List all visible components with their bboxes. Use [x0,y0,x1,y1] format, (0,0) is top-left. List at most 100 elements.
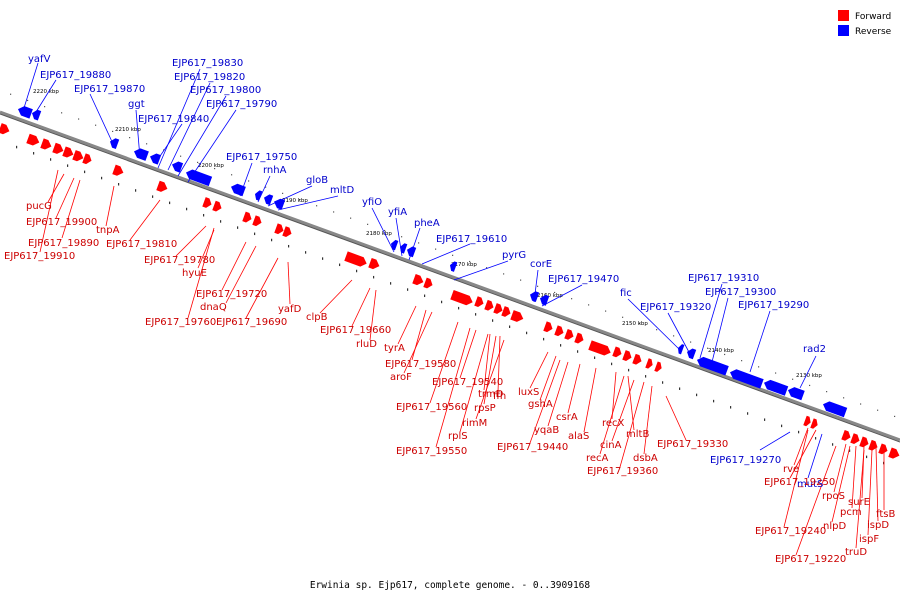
gene-label[interactable]: tnpA [96,225,120,236]
gene-label[interactable]: EJP617_19360 [587,466,658,477]
reverse-gene-arrow[interactable] [538,294,550,306]
gene-label[interactable]: gshA [528,399,553,410]
gene-label[interactable]: EJP617_19220 [775,554,846,565]
gene-label[interactable]: EJP617_19900 [26,217,97,228]
gene-label[interactable]: EJP617_19250 [764,477,835,488]
gene-label[interactable]: EJP617_19880 [40,70,111,81]
gene-label[interactable]: rnhA [263,165,287,176]
reverse-gene-arrow[interactable] [695,355,729,376]
gene-label[interactable]: fic [620,288,632,299]
gene-label[interactable]: corE [530,259,552,270]
gene-label[interactable]: yafD [278,304,302,315]
gene-label[interactable]: aroF [390,372,412,383]
forward-gene-arrow[interactable] [493,303,504,315]
gene-label[interactable]: ggt [128,99,145,110]
forward-gene-arrow[interactable] [344,251,368,268]
gene-label[interactable]: rve [783,464,799,475]
forward-gene-arrow[interactable] [242,211,253,224]
gene-label[interactable]: surE [848,497,870,508]
gene-label[interactable]: EJP617_19610 [436,234,507,245]
forward-gene-arrow[interactable] [72,150,85,163]
gene-label[interactable]: alaS [568,431,589,442]
gene-label[interactable]: yafV [28,54,51,65]
gene-label[interactable]: EJP617_19440 [497,442,568,453]
forward-gene-arrow[interactable] [282,226,293,238]
reverse-gene-arrow[interactable] [786,385,805,401]
gene-label[interactable]: mltB [626,429,649,440]
gene-label[interactable]: EJP617_19660 [320,325,391,336]
gene-label[interactable]: EJP617_19840 [138,114,209,125]
gene-label[interactable]: EJP617_19300 [705,287,776,298]
forward-gene-arrow[interactable] [654,361,663,372]
forward-gene-arrow[interactable] [888,447,900,460]
forward-gene-arrow[interactable] [450,290,474,307]
gene-label[interactable]: ffh [493,391,506,402]
gene-label[interactable]: hyuE [182,268,207,279]
gene-label[interactable]: tyrA [384,343,405,354]
gene-label[interactable]: clpB [306,312,328,323]
gene-label[interactable]: EJP617_19910 [4,251,75,262]
forward-gene-arrow[interactable] [62,146,75,159]
gene-label[interactable]: EJP617_19560 [396,402,467,413]
gene-label[interactable]: rimM [462,418,487,429]
gene-label[interactable]: EJP617_19790 [206,99,277,110]
gene-label[interactable]: nlpD [823,521,846,532]
gene-label[interactable]: rplS [448,431,468,442]
reverse-gene-arrow[interactable] [132,147,149,161]
forward-gene-arrow[interactable] [368,257,381,271]
gene-label[interactable]: EJP617_19310 [688,273,759,284]
gene-label[interactable]: mltD [330,185,354,196]
reverse-gene-arrow[interactable] [762,378,789,396]
reverse-gene-arrow[interactable] [229,182,246,197]
gene-label[interactable]: trmD [478,389,504,400]
gene-label[interactable]: EJP617_19270 [710,455,781,466]
forward-gene-arrow[interactable] [82,153,93,165]
gene-label[interactable]: recX [602,418,625,429]
gene-label[interactable]: EJP617_19540 [432,377,503,388]
forward-gene-arrow[interactable] [645,358,654,369]
forward-gene-arrow[interactable] [859,436,870,449]
reverse-gene-arrow[interactable] [30,108,42,121]
gene-label[interactable]: EJP617_19580 [385,359,456,370]
reverse-gene-arrow[interactable] [676,343,685,355]
gene-label[interactable]: luxS [518,387,539,398]
forward-gene-arrow[interactable] [810,418,819,429]
forward-gene-arrow[interactable] [803,415,812,427]
gene-label[interactable]: gloB [306,175,328,186]
gene-label[interactable]: pyrG [502,250,526,261]
gene-label[interactable]: recA [586,453,609,464]
gene-label[interactable]: ftsB [876,509,895,520]
forward-gene-arrow[interactable] [612,346,623,359]
forward-gene-arrow[interactable] [212,200,223,213]
gene-label[interactable]: ispD [867,520,889,531]
forward-gene-arrow[interactable] [474,296,485,308]
forward-gene-arrow[interactable] [52,142,65,156]
reverse-gene-arrow[interactable] [448,260,458,272]
forward-gene-arrow[interactable] [543,321,554,333]
gene-label[interactable]: EJP617_19240 [755,526,826,537]
forward-gene-arrow[interactable] [878,443,889,455]
reverse-gene-arrow[interactable] [821,400,848,418]
gene-label[interactable]: cinA [600,440,622,451]
reverse-gene-arrow[interactable] [398,242,408,254]
forward-gene-arrow[interactable] [40,138,53,151]
forward-gene-arrow[interactable] [554,325,565,337]
gene-label[interactable]: EJP617_19810 [106,239,177,250]
gene-label[interactable]: EJP617_19320 [640,302,711,313]
forward-gene-arrow[interactable] [841,429,852,442]
forward-gene-arrow[interactable] [574,332,585,345]
gene-label[interactable]: EJP617_19870 [74,84,145,95]
forward-gene-arrow[interactable] [112,164,125,178]
gene-label[interactable]: EJP617_19820 [174,72,245,83]
forward-gene-arrow[interactable] [501,306,512,318]
gene-label[interactable]: pheA [414,218,440,229]
reverse-gene-arrow[interactable] [262,193,274,206]
gene-label[interactable]: rad2 [803,344,826,355]
gene-label[interactable]: rpoS [822,491,845,502]
gene-label[interactable]: EJP617_19890 [28,238,99,249]
gene-label[interactable]: EJP617_19470 [548,274,619,285]
gene-label[interactable]: ispF [859,534,879,545]
forward-gene-arrow[interactable] [622,350,633,362]
gene-label[interactable]: EJP617_19800 [190,85,261,96]
gene-label[interactable]: EJP617_19330 [657,439,728,450]
